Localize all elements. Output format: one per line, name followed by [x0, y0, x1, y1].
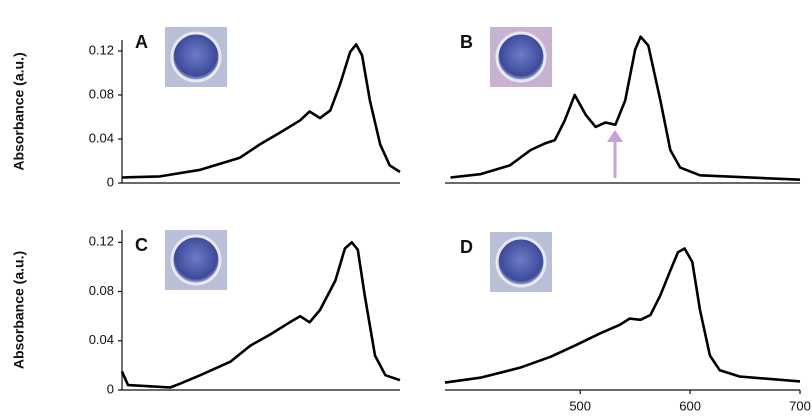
y-tick-label: 0 [107, 381, 114, 396]
panel-letter: A [135, 32, 148, 52]
inset-well [495, 236, 547, 288]
inset-well [170, 31, 222, 83]
y-tick-label: 0.12 [89, 234, 114, 249]
y-tick-label: 0.12 [89, 42, 114, 57]
inset-well [495, 31, 547, 83]
spectrum-line [120, 241, 401, 389]
y-tick-label: 0.08 [89, 283, 114, 298]
y-tick-label: 0.04 [89, 332, 114, 347]
inset-well [170, 234, 222, 286]
panel-letter: C [135, 235, 148, 255]
panel-letter: D [460, 237, 473, 257]
y-axis-label: Absorbance (a.u.) [11, 52, 27, 170]
panel-letter: B [460, 32, 473, 52]
y-tick-label: 0.04 [89, 130, 114, 145]
x-tick-label: 600 [679, 398, 701, 413]
y-tick-label: 0 [107, 174, 114, 189]
x-tick-label: 500 [569, 398, 591, 413]
y-axis-label: Absorbance (a.u.) [11, 251, 27, 369]
spectrum-line [450, 35, 801, 181]
x-tick-label: 700 [789, 398, 811, 413]
spectrum-line [121, 43, 401, 179]
y-tick-label: 0.08 [89, 86, 114, 101]
spectrum-line [444, 247, 801, 384]
arrow-head [607, 130, 623, 142]
